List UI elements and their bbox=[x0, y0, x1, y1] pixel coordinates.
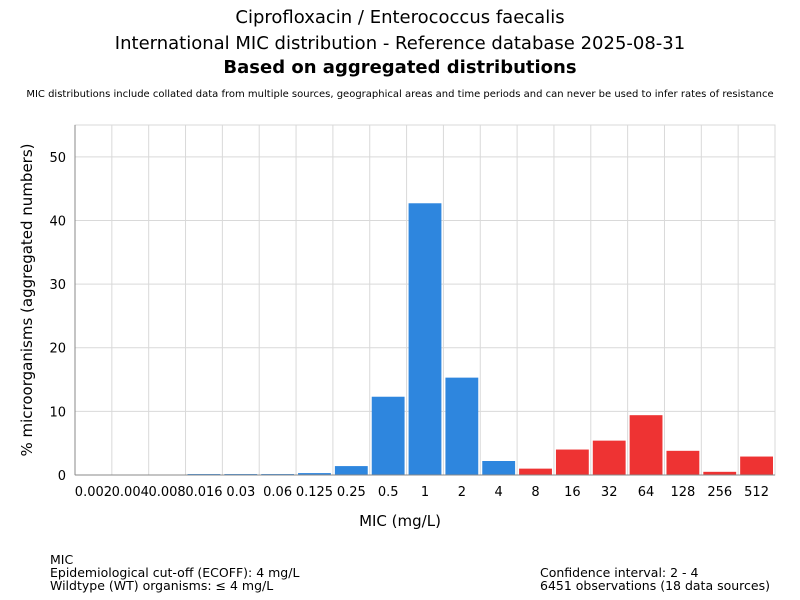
y-tick-label: 50 bbox=[49, 151, 66, 166]
y-tick-label: 0 bbox=[58, 469, 66, 484]
bar-wildtype-0.5 bbox=[371, 396, 405, 475]
y-axis-label: % microorganisms (aggregated numbers) bbox=[18, 143, 36, 456]
x-tick-label: 0.06 bbox=[263, 485, 292, 500]
footer-right: Confidence interval: 2 - 4 6451 observat… bbox=[540, 566, 770, 592]
axis-layer: 0 10 20 30 40 50 0.002 0.004 0.008 0.016 0.03 0.06 0… bbox=[49, 125, 775, 500]
x-tick-label: 1 bbox=[421, 485, 429, 500]
bar-non-wildtype-512 bbox=[740, 456, 773, 475]
footer-left: MIC Epidemiological cut-off (ECOFF): 4 m… bbox=[50, 553, 299, 592]
bar-non-wildtype-16 bbox=[555, 449, 589, 475]
bar-non-wildtype-32 bbox=[592, 440, 626, 475]
chart-title-line2: International MIC distribution - Referen… bbox=[114, 33, 686, 54]
y-tick-label: 10 bbox=[49, 405, 66, 420]
bar-wildtype-4 bbox=[482, 461, 516, 475]
y-tick-label: 40 bbox=[49, 214, 66, 229]
footer-ecoff: Epidemiological cut-off (ECOFF): 4 mg/L bbox=[50, 565, 300, 580]
x-tick-label: 2 bbox=[458, 485, 466, 500]
bar-layer bbox=[187, 203, 773, 476]
x-tick-label: 0.5 bbox=[378, 485, 399, 500]
x-tick-label: 0.002 bbox=[75, 485, 112, 500]
bar-wildtype-2 bbox=[445, 377, 479, 475]
bar-non-wildtype-8 bbox=[519, 468, 552, 475]
footer-confidence: Confidence interval: 2 - 4 bbox=[540, 565, 699, 580]
x-tick-label: 4 bbox=[495, 485, 503, 500]
bar-wildtype-1 bbox=[408, 203, 442, 476]
bar-wildtype-0.125 bbox=[298, 473, 331, 475]
x-tick-label: 128 bbox=[670, 485, 695, 500]
x-tick-label: 8 bbox=[531, 485, 539, 500]
x-tick-label: 64 bbox=[638, 485, 655, 500]
x-tick-label: 0.016 bbox=[185, 485, 222, 500]
chart-title-line1: Ciprofloxacin / Enterococcus faecalis bbox=[235, 7, 565, 28]
chart-disclaimer: MIC distributions include collated data … bbox=[26, 89, 774, 100]
x-tick-label: 0.008 bbox=[148, 485, 185, 500]
x-tick-label: 0.03 bbox=[226, 485, 255, 500]
x-axis-label: MIC (mg/L) bbox=[359, 512, 441, 530]
bar-non-wildtype-256 bbox=[703, 471, 737, 475]
x-tick-label: 32 bbox=[601, 485, 618, 500]
footer-observations: 6451 observations (18 data sources) bbox=[540, 578, 770, 593]
bar-non-wildtype-128 bbox=[666, 450, 700, 475]
y-tick-label: 20 bbox=[49, 342, 66, 357]
x-tick-label: 16 bbox=[564, 485, 581, 500]
footer-mic: MIC bbox=[50, 552, 74, 567]
x-tick-label: 0.125 bbox=[296, 485, 333, 500]
x-tick-label: 0.004 bbox=[112, 485, 149, 500]
x-tick-label: 512 bbox=[744, 485, 769, 500]
bar-wildtype-0.25 bbox=[334, 466, 368, 475]
chart-title-line3: Based on aggregated distributions bbox=[223, 57, 577, 78]
y-tick-label: 30 bbox=[49, 278, 66, 293]
x-tick-label: 256 bbox=[707, 485, 732, 500]
x-tick-label: 0.25 bbox=[337, 485, 366, 500]
bar-non-wildtype-64 bbox=[629, 415, 663, 475]
footer-wildtype: Wildtype (WT) organisms: ≤ 4 mg/L bbox=[50, 578, 274, 593]
